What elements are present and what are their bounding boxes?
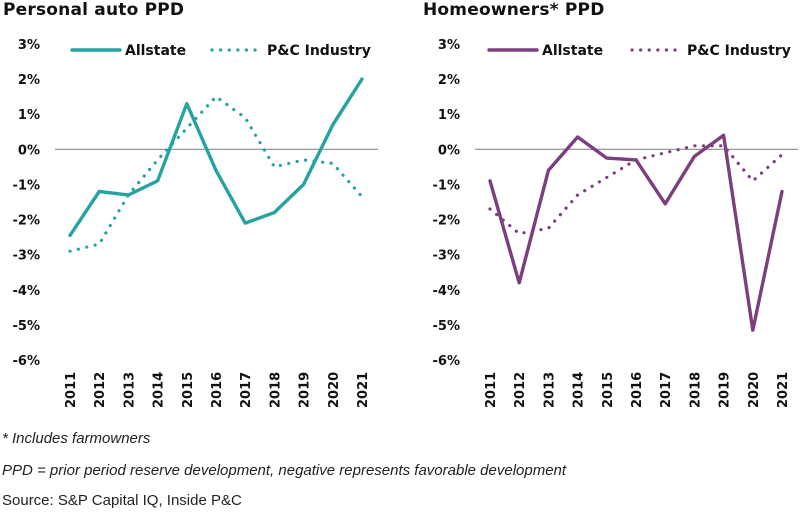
y-tick-label: -4% xyxy=(433,284,460,299)
y-tick-label: -2% xyxy=(13,214,40,229)
y-tick-label: -5% xyxy=(433,319,460,334)
x-tick-label: 2014 xyxy=(152,372,167,408)
legend-label-industry: P&C Industry xyxy=(267,43,371,59)
industry-series-line xyxy=(68,95,364,253)
y-tick-label: -6% xyxy=(13,354,40,369)
x-tick-label: 2018 xyxy=(688,372,703,408)
legend-label-industry: P&C Industry xyxy=(687,43,791,59)
x-tick-label: 2017 xyxy=(659,372,674,408)
y-tick-label: -6% xyxy=(433,354,460,369)
x-tick-label: 2013 xyxy=(122,372,137,408)
footnote-ppd-definition: PPD = prior period reserve development, … xyxy=(2,462,567,479)
allstate-series-line xyxy=(68,77,364,238)
x-tick-label: 2012 xyxy=(93,372,108,408)
x-tick-label: 2020 xyxy=(747,372,762,408)
y-tick-label: 0% xyxy=(438,143,460,158)
x-tick-label: 2012 xyxy=(513,372,528,408)
x-tick-label: 2018 xyxy=(268,372,283,408)
y-tick-label: -5% xyxy=(13,319,40,334)
chart-title-personal-auto: Personal auto PPD xyxy=(3,0,185,20)
x-tick-label: 2011 xyxy=(484,372,499,408)
industry-series-line xyxy=(488,144,784,236)
x-tick-label: 2015 xyxy=(181,372,196,408)
y-tick-label: 3% xyxy=(438,38,460,53)
legend-label-allstate: Allstate xyxy=(542,43,603,59)
legend-label-allstate: Allstate xyxy=(125,43,186,59)
y-tick-label: -3% xyxy=(13,249,40,264)
x-tick-label: 2020 xyxy=(327,372,342,408)
y-tick-label: -1% xyxy=(13,178,40,193)
y-tick-label: 2% xyxy=(438,73,460,88)
y-tick-label: 0% xyxy=(18,143,40,158)
chart-title-homeowners: Homeowners* PPD xyxy=(423,0,605,20)
charts-canvas: 3% 2% 1% 0% -1% -2% -3% -4% -5% -6% 2011 2012 2013 20… xyxy=(13,38,798,408)
y-tick-label: -2% xyxy=(433,214,460,229)
source-note: Source: S&P Capital IQ, Inside P&C xyxy=(2,492,242,509)
x-tick-label: 2019 xyxy=(718,372,733,408)
y-tick-label: 3% xyxy=(18,38,40,53)
y-tick-label: -3% xyxy=(433,249,460,264)
y-tick-label: 1% xyxy=(18,108,40,123)
footnote-farmowners: * Includes farmowners xyxy=(2,430,151,447)
y-tick-label: -4% xyxy=(13,284,40,299)
y-tick-label: 2% xyxy=(18,73,40,88)
x-tick-label: 2016 xyxy=(210,372,225,408)
x-tick-label: 2014 xyxy=(572,372,587,408)
x-tick-label: 2021 xyxy=(776,372,791,408)
x-tick-label: 2016 xyxy=(630,372,645,408)
x-tick-label: 2019 xyxy=(298,372,313,408)
y-tick-label: -1% xyxy=(433,178,460,193)
x-tick-label: 2017 xyxy=(239,372,254,408)
x-tick-label: 2015 xyxy=(601,372,616,408)
x-tick-label: 2021 xyxy=(356,372,371,408)
x-tick-label: 2013 xyxy=(542,372,557,408)
y-tick-label: 1% xyxy=(438,108,460,123)
x-tick-label: 2011 xyxy=(64,372,79,408)
